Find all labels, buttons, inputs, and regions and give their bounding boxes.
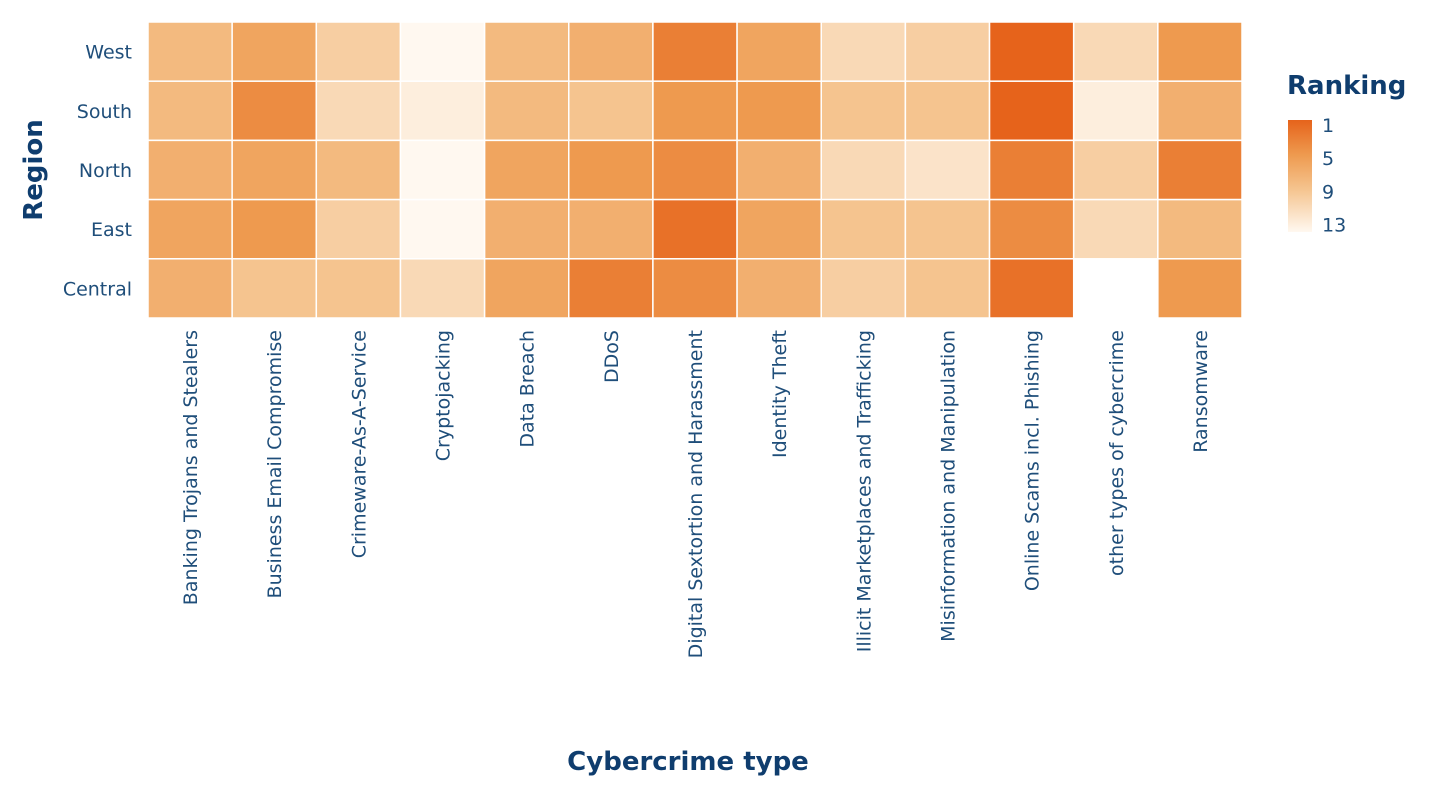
heatmap-cell [147, 139, 233, 201]
x-tick-label: Ransomware [1190, 330, 1212, 453]
heatmap-cell [820, 198, 907, 260]
x-axis-ticks: Banking Trojans and Stealers Business Ema… [180, 330, 1212, 658]
heatmap-cell [988, 139, 1075, 201]
heatmap-cell [315, 258, 402, 319]
x-tick-label: Crimeware-As-A-Service [348, 330, 370, 558]
y-tick-label: West [85, 42, 132, 64]
heatmap-cell [736, 80, 822, 142]
y-tick-label: South [77, 101, 132, 123]
x-tick-label: Cryptojacking [433, 330, 455, 461]
heatmap-cell [483, 258, 570, 319]
heatmap-cell [1157, 198, 1243, 260]
heatmap-cell [1072, 139, 1159, 201]
heatmap-cell [652, 21, 738, 82]
x-tick-label: Online Scams incl. Phishing [1022, 330, 1044, 591]
heatmap-cell [483, 21, 570, 82]
heatmap-cell [147, 258, 233, 319]
heatmap-cells [147, 21, 1243, 319]
heatmap-cell [568, 80, 654, 142]
heatmap-cell [147, 198, 233, 260]
heatmap-cell [147, 21, 233, 82]
x-tick-label: Data Breach [517, 330, 539, 448]
x-tick-label: DDoS [601, 330, 623, 383]
heatmap-cell [1072, 21, 1159, 82]
heatmap-cell [736, 258, 822, 319]
y-tick-label: East [91, 219, 132, 241]
legend: Ranking 1 5 9 13 [1287, 71, 1406, 237]
legend-title: Ranking [1287, 71, 1406, 101]
heatmap-cell [231, 198, 318, 260]
heatmap-cell [1157, 80, 1243, 142]
heatmap-cell [483, 139, 570, 201]
heatmap-cell [568, 21, 654, 82]
x-axis-title: Cybercrime type [567, 747, 809, 777]
heatmap-cell [988, 258, 1075, 319]
heatmap-cell [568, 139, 654, 201]
heatmap-cell [988, 80, 1075, 142]
legend-tick-label: 1 [1322, 115, 1334, 137]
heatmap-cell [231, 80, 318, 142]
heatmap-cell [483, 198, 570, 260]
heatmap-cell [399, 258, 486, 319]
x-tick-label: Digital Sextortion and Harassment [685, 330, 707, 658]
x-tick-label: Misinformation and Manipulation [937, 330, 959, 642]
heatmap-cell [652, 258, 738, 319]
legend-colorbar [1288, 120, 1312, 232]
heatmap-cell [147, 80, 233, 142]
heatmap-cell [315, 198, 402, 260]
heatmap-cell [399, 80, 486, 142]
heatmap-cell [399, 21, 486, 82]
heatmap-cell [399, 139, 486, 201]
heatmap-cell [315, 139, 402, 201]
heatmap-cell [904, 139, 991, 201]
heatmap-cell [820, 139, 907, 201]
heatmap-cell [1072, 198, 1159, 260]
heatmap-cell [231, 139, 318, 201]
heatmap-cell [315, 80, 402, 142]
y-tick-label: North [79, 160, 132, 182]
heatmap-cell [231, 21, 318, 82]
heatmap-cell [904, 80, 991, 142]
x-tick-label: Identity Theft [769, 330, 791, 458]
heatmap-cell [652, 80, 738, 142]
heatmap-cell [988, 198, 1075, 260]
x-tick-label: other types of cybercrime [1106, 330, 1128, 576]
heatmap-cell [315, 21, 402, 82]
heatmap-cell [652, 198, 738, 260]
heatmap-cell [1157, 258, 1243, 319]
x-tick-label: Illicit Marketplaces and Trafficking [853, 330, 875, 652]
heatmap-cell [568, 198, 654, 260]
heatmap-cell [904, 21, 991, 82]
y-axis-title: Region [19, 119, 49, 221]
heatmap-cell [652, 139, 738, 201]
heatmap-cell [736, 139, 822, 201]
heatmap-cell [231, 258, 318, 319]
heatmap-cell [904, 198, 991, 260]
heatmap-cell [820, 21, 907, 82]
heatmap-cell [399, 198, 486, 260]
heatmap-cell [1157, 139, 1243, 201]
legend-tick-label: 9 [1322, 181, 1334, 203]
heatmap-cell [1157, 21, 1243, 82]
heatmap-cell [736, 198, 822, 260]
heatmap-cell [483, 80, 570, 142]
x-tick-label: Business Email Compromise [264, 330, 286, 598]
heatmap-cell [736, 21, 822, 82]
legend-tick-label: 5 [1322, 148, 1334, 170]
heatmap-cell [988, 21, 1075, 82]
heatmap-cell [568, 258, 654, 319]
heatmap-cell [820, 258, 907, 319]
y-axis-ticks: West South North East Central [63, 42, 132, 301]
heatmap-cell [820, 80, 907, 142]
legend-tick-label: 13 [1322, 215, 1346, 237]
y-tick-label: Central [63, 278, 132, 300]
heatmap-cell [1072, 80, 1159, 142]
heatmap-cell [904, 258, 991, 319]
x-tick-label: Banking Trojans and Stealers [180, 330, 202, 605]
